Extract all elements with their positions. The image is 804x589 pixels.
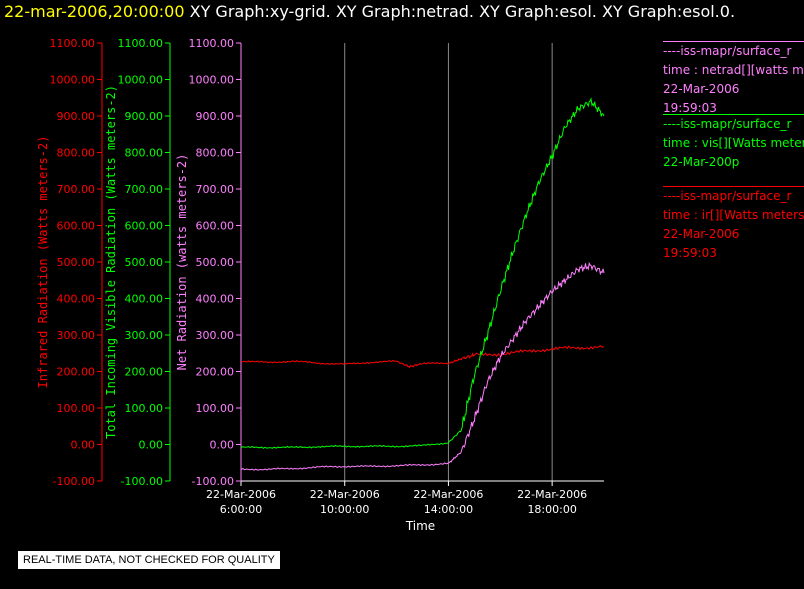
graph-title-bar: 22-mar-2006,20:00:00 XY Graph:xy-grid. X… <box>4 2 735 21</box>
series-line <box>240 344 605 369</box>
x-tick-time: 10:00:00 <box>320 503 369 516</box>
legend-netrad-date: 22-Mar-2006 <box>663 82 740 96</box>
y-tick-label: 1100.00 <box>189 37 235 50</box>
y-tick-label: 900.00 <box>125 110 164 123</box>
y-tick-label: 700.00 <box>125 183 164 196</box>
legend-ir: ----iss-mapr/surface_r time : ir[][Watts… <box>663 186 804 263</box>
y-tick-label: -100.00 <box>53 475 95 488</box>
legend-ir-time: 19:59:03 <box>663 246 717 260</box>
y-tick-label: 1000.00 <box>118 74 164 87</box>
legend-vis-date: 22-Mar-200p <box>663 155 740 169</box>
legend-ir-source: ----iss-mapr/surface_r <box>663 189 792 203</box>
y-tick-label: 700.00 <box>196 183 235 196</box>
y-tick-label: 600.00 <box>196 220 235 233</box>
legend-ir-var: time : ir[][Watts meters <box>663 208 804 222</box>
y-tick-label: 900.00 <box>57 110 96 123</box>
x-tick-time: 18:00:00 <box>527 503 576 516</box>
y-tick-label: 100.00 <box>57 402 96 415</box>
series-line <box>240 97 605 449</box>
legend-vis-source: ----iss-mapr/surface_r <box>663 117 792 131</box>
y-tick-label: 1100.00 <box>118 37 164 50</box>
y-axis-label: Total Incoming Visible Radiation (Watts … <box>104 85 118 439</box>
y-tick-label: 600.00 <box>125 220 164 233</box>
y-tick-label: -100.00 <box>121 475 163 488</box>
y-axis-label: Net Radiation (watts meters-2) <box>175 154 189 371</box>
y-tick-label: 200.00 <box>125 366 164 379</box>
y-tick-label: 0.00 <box>210 439 235 452</box>
x-tick-time: 6:00:00 <box>220 503 262 516</box>
legend-netrad-var: time : netrad[][watts m <box>663 63 804 77</box>
y-tick-label: 800.00 <box>125 147 164 160</box>
y-axis-label: Infrared Radiation (Watts meters-2) <box>36 136 50 389</box>
legend-ir-date: 22-Mar-2006 <box>663 227 740 241</box>
y-tick-label: 1100.00 <box>50 37 96 50</box>
y-tick-label: 400.00 <box>125 293 164 306</box>
x-tick-date: 22-Mar-2006 <box>517 488 587 501</box>
y-tick-label: -100.00 <box>192 475 234 488</box>
y-tick-label: 500.00 <box>57 256 96 269</box>
y-tick-label: 500.00 <box>196 256 235 269</box>
legend-vis: ----iss-mapr/surface_r time : vis[][Watt… <box>663 114 804 172</box>
quality-notice: REAL-TIME DATA, NOT CHECKED FOR QUALITY <box>18 551 280 569</box>
y-tick-label: 700.00 <box>57 183 96 196</box>
x-tick-date: 22-Mar-2006 <box>310 488 380 501</box>
y-tick-label: 300.00 <box>196 329 235 342</box>
y-tick-label: 100.00 <box>196 402 235 415</box>
legend-netrad-time: 19:59:03 <box>663 101 717 115</box>
y-tick-label: 1000.00 <box>50 74 96 87</box>
y-tick-label: 400.00 <box>196 293 235 306</box>
y-tick-label: 0.00 <box>139 439 164 452</box>
x-tick-date: 22-Mar-2006 <box>413 488 483 501</box>
y-tick-label: 200.00 <box>57 366 96 379</box>
x-tick-date: 22-Mar-2006 <box>206 488 276 501</box>
legend-netrad: ----iss-mapr/surface_r time : netrad[][w… <box>663 41 804 118</box>
y-tick-label: 400.00 <box>57 293 96 306</box>
y-tick-label: 300.00 <box>125 329 164 342</box>
y-tick-label: 900.00 <box>196 110 235 123</box>
y-tick-label: 0.00 <box>71 439 96 452</box>
y-tick-label: 200.00 <box>196 366 235 379</box>
y-tick-label: 800.00 <box>196 147 235 160</box>
legend-netrad-source: ----iss-mapr/surface_r <box>663 44 792 58</box>
x-tick-time: 14:00:00 <box>424 503 473 516</box>
y-tick-label: 500.00 <box>125 256 164 269</box>
y-tick-label: 100.00 <box>125 402 164 415</box>
y-tick-label: 600.00 <box>57 220 96 233</box>
y-tick-label: 1000.00 <box>189 74 235 87</box>
series-line <box>240 261 605 471</box>
title-timestamp: 22-mar-2006,20:00:00 <box>4 2 185 21</box>
x-axis-label: Time <box>405 519 435 533</box>
y-tick-label: 300.00 <box>57 329 96 342</box>
y-tick-label: 800.00 <box>57 147 96 160</box>
legend-vis-var: time : vis[][Watts meter <box>663 136 804 150</box>
title-graph-list: XY Graph:xy-grid. XY Graph:netrad. XY Gr… <box>189 2 736 21</box>
